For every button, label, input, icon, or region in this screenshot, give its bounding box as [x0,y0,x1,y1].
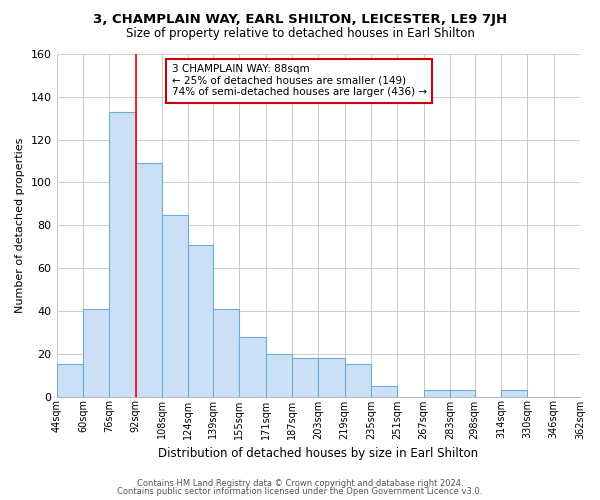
Bar [266,354,292,397]
Bar [136,163,162,396]
X-axis label: Distribution of detached houses by size in Earl Shilton: Distribution of detached houses by size … [158,447,478,460]
Bar [501,390,527,396]
Bar [424,390,450,396]
Text: 3, CHAMPLAIN WAY, EARL SHILTON, LEICESTER, LE9 7JH: 3, CHAMPLAIN WAY, EARL SHILTON, LEICESTE… [93,12,507,26]
Bar [56,364,83,396]
Text: Contains public sector information licensed under the Open Government Licence v3: Contains public sector information licen… [118,487,482,496]
Bar [292,358,318,397]
Bar [239,336,266,396]
Text: Size of property relative to detached houses in Earl Shilton: Size of property relative to detached ho… [125,28,475,40]
Bar [162,214,188,396]
Text: Contains HM Land Registry data © Crown copyright and database right 2024.: Contains HM Land Registry data © Crown c… [137,478,463,488]
Bar [344,364,371,396]
Bar [213,308,239,396]
Bar [450,390,475,396]
Bar [83,308,109,396]
Bar [109,112,136,397]
Bar [318,358,344,397]
Y-axis label: Number of detached properties: Number of detached properties [15,138,25,313]
Bar [371,386,397,396]
Bar [188,244,213,396]
Text: 3 CHAMPLAIN WAY: 88sqm
← 25% of detached houses are smaller (149)
74% of semi-de: 3 CHAMPLAIN WAY: 88sqm ← 25% of detached… [172,64,427,98]
